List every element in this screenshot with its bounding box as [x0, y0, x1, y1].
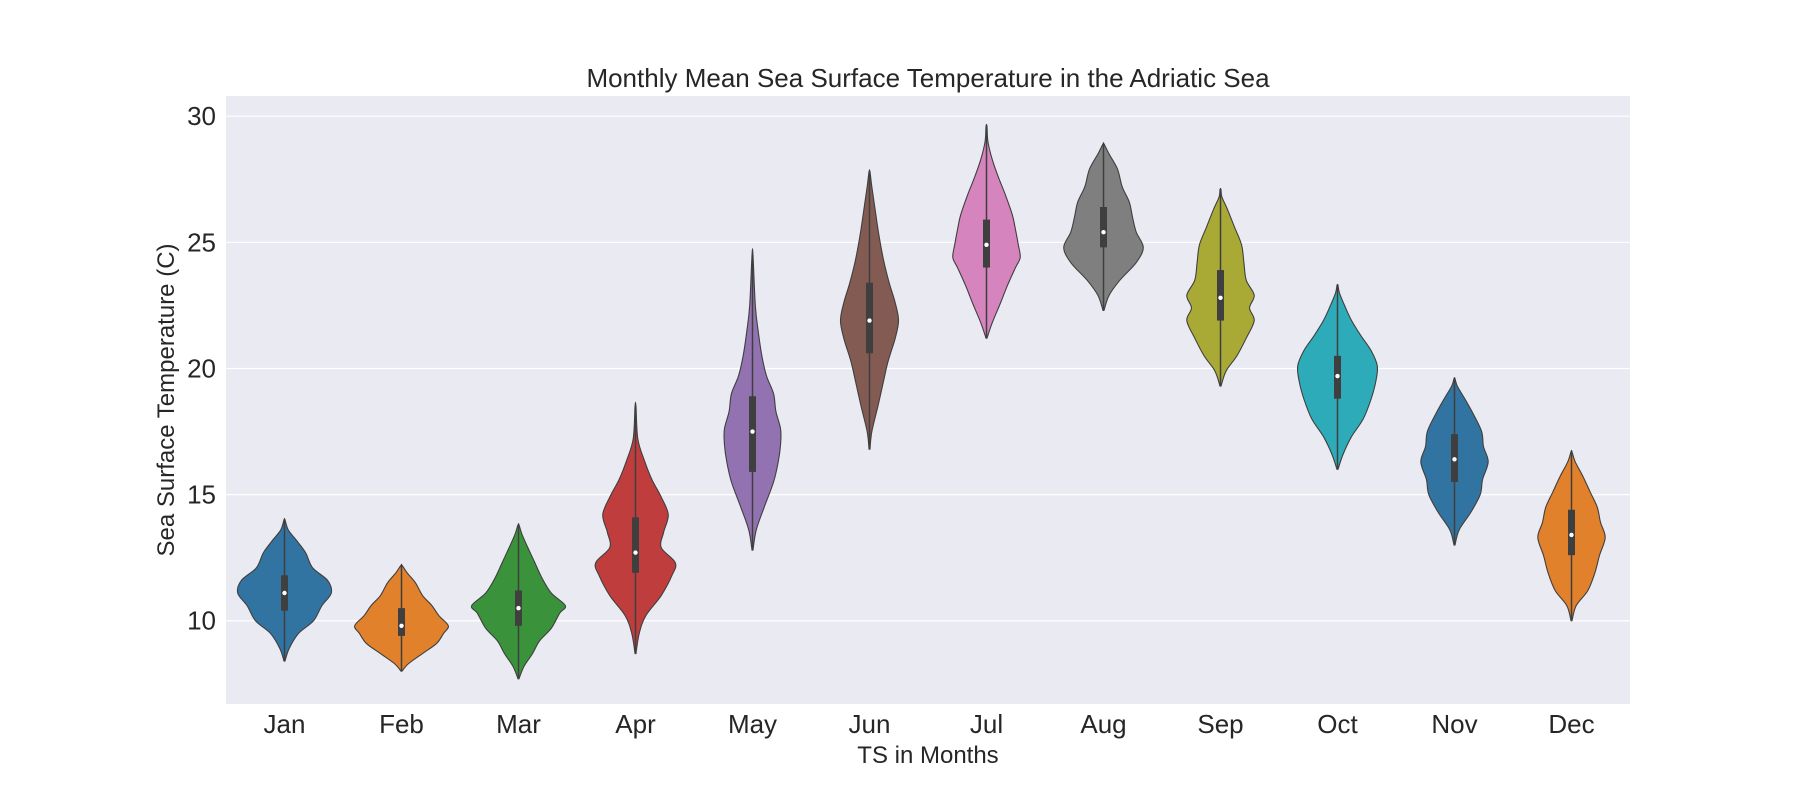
violin-median-marker — [1569, 532, 1574, 538]
x-axis-label: TS in Months — [857, 742, 998, 769]
violin-median-marker — [399, 623, 404, 628]
x-tick-label: Feb — [379, 709, 424, 739]
x-tick-label: Jul — [970, 709, 1003, 739]
violin-iqr-box — [866, 282, 873, 354]
violins — [236, 123, 1606, 680]
x-tick-label: May — [728, 709, 777, 739]
x-tick-label: Nov — [1431, 709, 1477, 739]
violin-iqr-box — [398, 608, 405, 636]
violin-median-marker — [1335, 373, 1340, 379]
x-tick-label: Mar — [496, 709, 541, 739]
y-tick-label: 20 — [187, 353, 216, 383]
violin-iqr-box — [1100, 207, 1107, 248]
x-tick-label: Sep — [1197, 709, 1243, 739]
x-tick-label: Oct — [1317, 709, 1358, 739]
x-tick-label: Aug — [1080, 709, 1126, 739]
violin-median-marker — [1452, 457, 1457, 462]
violin-median-marker — [750, 429, 755, 434]
violin-median-marker — [516, 605, 521, 611]
y-tick-label: 30 — [187, 101, 216, 131]
y-tick-label: 25 — [187, 227, 216, 257]
violin-median-marker — [633, 550, 638, 555]
y-tick-labels: 10 15 20 25 30 — [187, 101, 216, 636]
violin-median-marker — [984, 242, 989, 248]
violin-iqr-box — [1568, 509, 1575, 556]
y-tick-label: 10 — [187, 606, 216, 636]
violin-iqr-box — [749, 396, 756, 472]
x-tick-label: Dec — [1548, 709, 1594, 739]
gridlines — [226, 115, 1630, 622]
violin-median-marker — [867, 318, 872, 323]
violin-iqr-box — [632, 517, 639, 573]
violin-median-marker — [1218, 295, 1223, 301]
y-axis-label: Sea Surface Temperature (C) — [153, 243, 180, 556]
y-tick-label: 15 — [187, 480, 216, 510]
x-tick-label: Jan — [264, 709, 306, 739]
x-tick-labels: Jan Feb Mar Apr May Jun Jul Aug Sep Oct Nov Dec — [264, 709, 1595, 739]
x-tick-label: Jun — [849, 709, 891, 739]
chart-title: Monthly Mean Sea Surface Temperature in … — [586, 63, 1270, 93]
plot-area — [226, 96, 1630, 704]
violin-median-marker — [282, 590, 287, 596]
x-tick-label: Apr — [615, 709, 656, 739]
violin-median-marker — [1101, 230, 1106, 235]
violin-iqr-box — [1217, 270, 1224, 321]
